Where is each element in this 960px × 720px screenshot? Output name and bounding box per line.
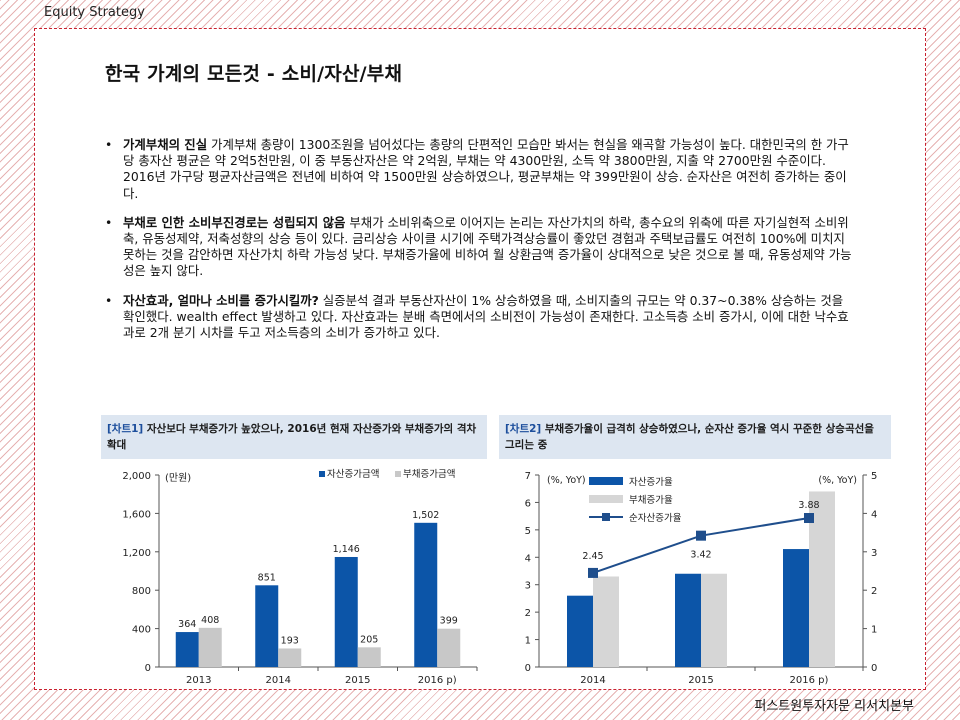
- left-tick-label: 3: [525, 581, 531, 592]
- chart-growth-rates: [차트2] 부채증가율이 급격히 상승하였으나, 순자산 증가율 역시 꾸준한 …: [499, 415, 891, 686]
- data-label: 205: [360, 634, 378, 645]
- legend-swatch: [395, 471, 401, 477]
- bullet-list: • 가계부채의 진실 가계부채 총량이 1300조원을 넘어섰다는 총량의 단편…: [103, 137, 858, 354]
- report-section-label: Equity Strategy: [44, 5, 145, 20]
- chart-title: [차트2] 부채증가율이 급격히 상승하였으나, 순자산 증가율 역시 꾸준한 …: [499, 415, 891, 459]
- bar: [278, 648, 302, 667]
- x-tick-label: 2015: [345, 675, 370, 685]
- data-label: 1,146: [333, 544, 360, 555]
- x-tick-label: 2016 p): [790, 675, 829, 685]
- page-title: 한국 가계의 모든것 - 소비/자산/부채: [105, 63, 403, 85]
- left-tick-label: 0: [525, 663, 531, 674]
- data-label: 851: [258, 572, 276, 583]
- bullet-lead: 부채로 인한 소비부진경로는 성립되지 않음: [123, 214, 346, 230]
- chart-tag: [차트2]: [505, 423, 542, 435]
- data-label: 1,502: [412, 510, 439, 521]
- chart-asset-debt-increase: [차트1] 자산보다 부채증가가 높았으나, 2016년 현재 자산증가와 부채…: [101, 415, 487, 686]
- bullet-dot: •: [105, 292, 113, 308]
- bar: [175, 632, 199, 667]
- data-label: 399: [440, 616, 458, 627]
- right-tick-label: 2: [871, 586, 877, 597]
- bar: [198, 627, 222, 667]
- left-tick-label: 6: [525, 498, 531, 509]
- x-tick-label: 2016 p): [418, 675, 457, 685]
- legend-swatch: [319, 471, 325, 477]
- chart2-plot: 0 1 2 3 4 5 6 7 0 1 2 3 4 5 (%, YoY) (%, YoY) 자산증가율부채증가율…: [525, 471, 878, 686]
- legend-swatch: [589, 477, 623, 485]
- bar: [701, 573, 727, 667]
- bar: [334, 556, 358, 667]
- legend-label: 자산증가율: [629, 477, 673, 488]
- bullet-item: • 부채로 인한 소비부진경로는 성립되지 않음 부채가 소비위축으로 이어지는…: [103, 215, 858, 280]
- bullet-dot: •: [105, 137, 113, 152]
- y-tick-label: 400: [132, 625, 151, 636]
- legend-label: 자산증가금액: [327, 468, 379, 480]
- x-tick-label: 2013: [186, 675, 211, 685]
- bullet-text: 실증분석 결과 부동산자산이 1% 상승하였을 때, 소비지출의 규모는 약 0…: [123, 292, 849, 341]
- left-unit-label: (%, YoY): [547, 475, 586, 486]
- bar: [783, 549, 809, 667]
- right-tick-label: 1: [871, 625, 877, 636]
- right-unit-label: (%, YoY): [818, 475, 857, 486]
- legend-label: 부채증가율: [629, 495, 673, 506]
- content-frame: 한국 가계의 모든것 - 소비/자산/부채 • 가계부채의 진실 가계부채 총량…: [34, 28, 926, 690]
- bullet-lead: 가계부채의 진실: [123, 137, 208, 152]
- left-tick-label: 5: [525, 526, 531, 537]
- bar: [593, 576, 619, 667]
- line-marker: [696, 530, 706, 541]
- legend-label: 순자산증가율: [629, 513, 682, 524]
- bar: [357, 647, 381, 667]
- chart-tag: [차트1]: [107, 423, 144, 435]
- data-label: 408: [201, 615, 219, 626]
- y-tick-label: 1,200: [122, 548, 151, 559]
- net-asset-line: [592, 517, 810, 574]
- bullet-text: 가계부채 총량이 1300조원을 넘어섰다는 총량의 단편적인 모습만 봐서는 …: [123, 137, 849, 201]
- data-label: 193: [281, 635, 299, 646]
- chart-title-text: 자산보다 부채증가가 높았으나, 2016년 현재 자산증가와 부채증가의 격차…: [107, 423, 477, 451]
- legend-marker: [602, 513, 610, 521]
- left-tick-label: 4: [525, 553, 531, 564]
- legend-swatch: [589, 495, 623, 503]
- bullet-dot: •: [105, 214, 113, 230]
- bar: [675, 573, 701, 667]
- line-marker: [588, 567, 598, 578]
- left-tick-label: 2: [525, 608, 531, 619]
- y-tick-label: 1,600: [122, 509, 151, 520]
- bullet-lead: 자산효과, 얼마나 소비를 증가시킬까?: [123, 292, 319, 308]
- bullet-item: • 자산효과, 얼마나 소비를 증가시킬까? 실증분석 결과 부동산자산이 1%…: [103, 293, 858, 342]
- footer-credit: 퍼스트원투자자문 리서치본부: [754, 699, 914, 714]
- chart-title: [차트1] 자산보다 부채증가가 높았으나, 2016년 현재 자산증가와 부채…: [101, 415, 487, 459]
- x-tick-label: 2014: [580, 675, 605, 685]
- right-tick-label: 3: [871, 548, 877, 559]
- chart-title-text: 부채증가율이 급격히 상승하였으나, 순자산 증가율 역시 꾸준한 상승곡선을 …: [505, 423, 874, 451]
- bar: [255, 585, 279, 667]
- bullet-text: 부채가 소비위축으로 이어지는 논리는 자산가치의 하락, 총수요의 위축에 따…: [123, 214, 852, 279]
- data-label: 364: [178, 619, 196, 630]
- bar: [567, 595, 593, 667]
- x-tick-label: 2014: [266, 675, 291, 685]
- left-tick-label: 7: [525, 471, 531, 482]
- data-label: 2.45: [582, 551, 603, 562]
- data-label: 3.88: [798, 500, 819, 511]
- y-tick-label: 800: [132, 586, 151, 597]
- data-label: 3.42: [690, 550, 711, 561]
- chart1-plot: 0 400 800 1,200 1,600 2,000 (만원) 자산증가금액 부채증가금액 36…: [122, 468, 478, 686]
- legend-label: 부채증가금액: [403, 468, 455, 480]
- bar: [414, 522, 438, 667]
- bullet-item: • 가계부채의 진실 가계부채 총량이 1300조원을 넘어섰다는 총량의 단편…: [103, 137, 858, 202]
- y-tick-label: 0: [145, 663, 151, 674]
- x-tick-label: 2015: [688, 675, 713, 685]
- right-tick-label: 4: [871, 509, 877, 520]
- left-tick-label: 1: [525, 636, 531, 647]
- line-marker: [804, 513, 814, 524]
- right-tick-label: 5: [871, 471, 877, 482]
- right-tick-label: 0: [871, 663, 877, 674]
- bar: [437, 628, 461, 667]
- unit-label: (만원): [165, 472, 191, 484]
- y-tick-label: 2,000: [122, 471, 151, 482]
